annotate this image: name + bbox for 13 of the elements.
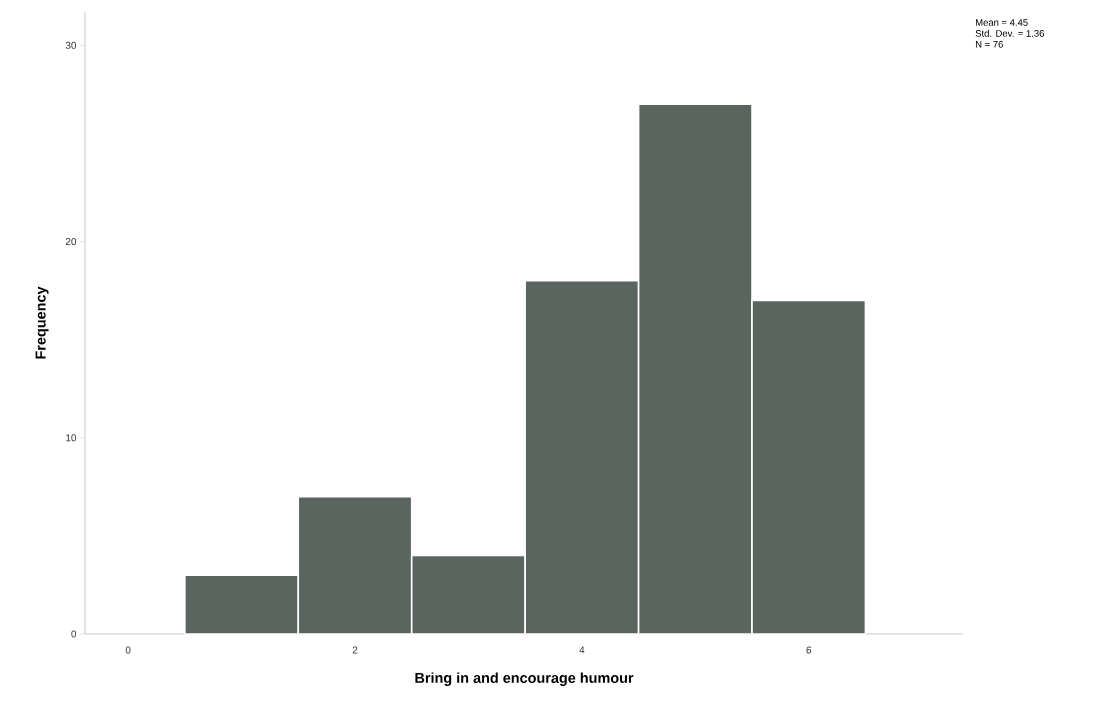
y-tick-label: 10: [66, 434, 77, 442]
x-tick-label: 0: [125, 646, 131, 654]
y-tick-label: 30: [65, 41, 77, 49]
x-tick-label: 6: [806, 646, 812, 654]
y-tick-label: 20: [65, 238, 77, 246]
text: N = 76: [975, 41, 1003, 48]
x-tick-label: 4: [579, 646, 585, 654]
x-tick-label: 2: [352, 646, 358, 654]
y-axis-title: Frequency: [35, 286, 49, 359]
y-tick-label: 0: [71, 630, 77, 638]
text: Mean = 4.45: [975, 19, 1028, 26]
text: Std. Dev. = 1.36: [975, 29, 1044, 37]
x-axis-title: Bring in and encourage humour: [415, 672, 634, 686]
